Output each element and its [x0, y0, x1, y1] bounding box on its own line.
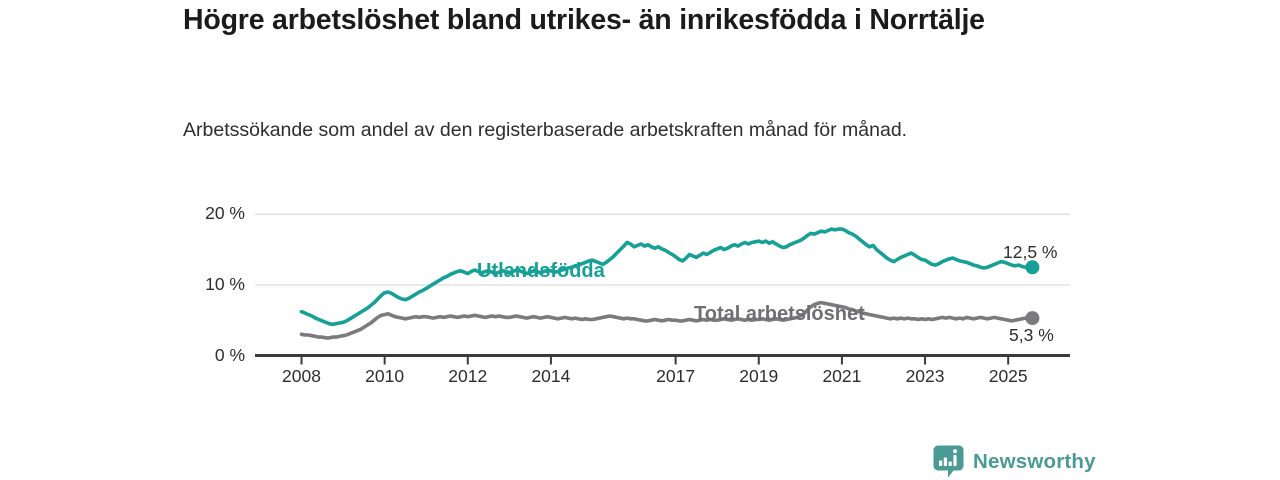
y-tick-label: 0 % [214, 344, 245, 365]
series-label-total-arbetsloshet: Total arbetslöshet [694, 303, 865, 325]
chart-subtitle: Arbetssökande som andel av den registerb… [183, 119, 908, 141]
line-total-arbetsl-shet [299, 300, 1035, 340]
newsworthy-logo-text: Newsworthy [973, 449, 1096, 473]
x-tick-label: 2023 [905, 366, 945, 386]
series-label-utlandsfodda: Utlandsfödda [477, 260, 605, 282]
bar-chart-speech-bubble-icon [933, 445, 964, 478]
y-tick-label: 20 % [205, 203, 245, 224]
x-tick-label: 2017 [656, 366, 696, 386]
x-tick-label: 2019 [739, 366, 779, 386]
newsworthy-logo[interactable]: Newsworthy [933, 445, 1096, 478]
y-tick-label: 10 % [205, 273, 245, 294]
x-tick-label: 2021 [822, 366, 862, 386]
x-tick-label: 2012 [448, 366, 488, 386]
end-dot [1025, 260, 1040, 275]
x-tick-label: 2010 [365, 366, 405, 386]
end-value-utlandsfodda: 12,5 % [1003, 242, 1058, 262]
end-dot [1025, 311, 1040, 326]
x-tick-label: 2008 [282, 366, 321, 386]
x-tick-label: 2014 [531, 366, 571, 386]
chart-title: Högre arbetslöshet bland utrikes- än inr… [183, 4, 985, 36]
x-tick-label: 2025 [988, 366, 1028, 386]
end-value-total-arbetsloshet: 5,3 % [1009, 325, 1054, 345]
line-utlandsf-dda [299, 227, 1035, 327]
